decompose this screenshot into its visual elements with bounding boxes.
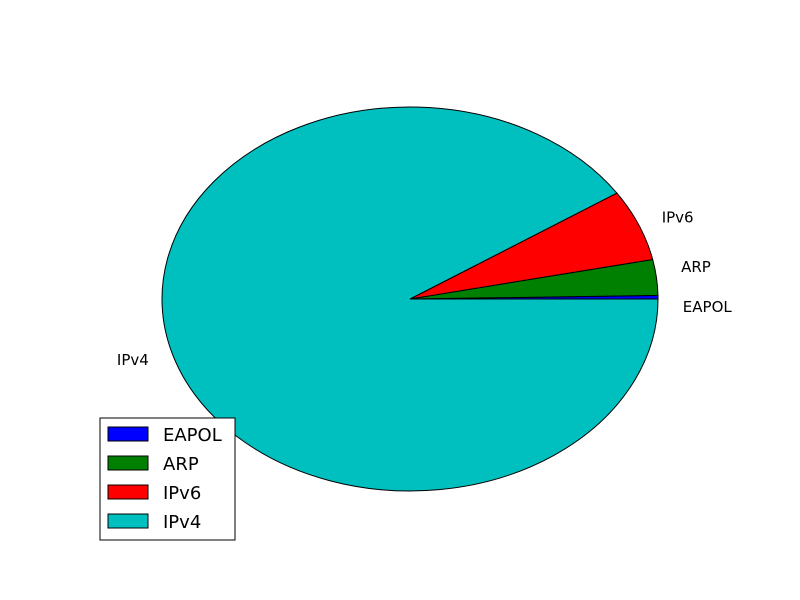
slice-label-arp: ARP bbox=[681, 258, 711, 276]
pie-slices bbox=[161, 106, 659, 492]
pie-slice-labels: EAPOL ARP IPv6 IPv4 bbox=[117, 209, 732, 369]
slice-label-eapol: EAPOL bbox=[683, 298, 733, 316]
legend-label-eapol: EAPOL bbox=[163, 425, 222, 446]
slice-label-ipv6: IPv6 bbox=[662, 209, 694, 227]
legend-label-ipv4: IPv4 bbox=[163, 512, 201, 533]
legend-label-ipv6: IPv6 bbox=[163, 483, 201, 504]
legend-swatch-arp bbox=[107, 455, 149, 471]
legend-swatch-ipv4 bbox=[107, 513, 149, 529]
slice-label-ipv4: IPv4 bbox=[117, 351, 149, 369]
legend-label-arp: ARP bbox=[163, 454, 199, 475]
legend-items: EAPOL ARP IPv6 IPv4 bbox=[107, 425, 222, 533]
legend-swatch-eapol bbox=[107, 426, 149, 442]
pie-slice-ipv4 bbox=[161, 106, 659, 492]
legend: EAPOL ARP IPv6 IPv4 bbox=[99, 417, 236, 541]
legend-swatch-ipv6 bbox=[107, 484, 149, 500]
